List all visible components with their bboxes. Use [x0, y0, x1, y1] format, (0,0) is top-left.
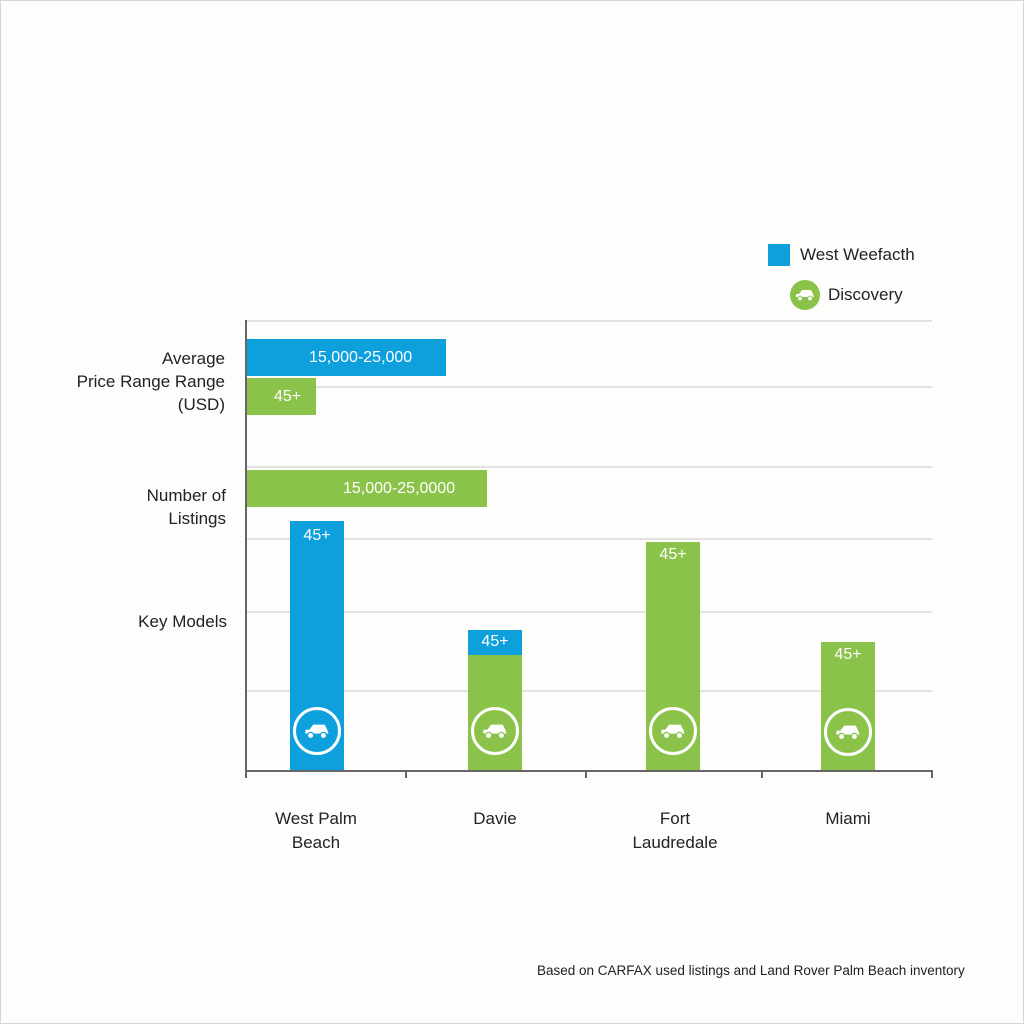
- legend-label: West Weefacth: [800, 245, 915, 264]
- bar-value-label: 45+: [659, 546, 687, 563]
- car-icon: [293, 707, 341, 755]
- gridline: [247, 611, 932, 613]
- legend-item-discovery: Discovery: [790, 280, 903, 310]
- bar-value-label: 45+: [303, 527, 331, 544]
- vbar-miami: 45+: [821, 642, 875, 770]
- row-label-key-models: Key Models: [27, 610, 227, 633]
- x-label-line: Fort: [659, 809, 691, 828]
- x-axis: [245, 770, 933, 772]
- x-label-west-palm-beach: West Palm Beach: [236, 807, 396, 855]
- legend-label: Discovery: [828, 285, 903, 304]
- row-label-listings: Number of Listings: [26, 484, 226, 530]
- vbar-west-palm-beach: 45+: [290, 521, 344, 770]
- bar-value-label: 15,000-25,0000: [343, 479, 456, 497]
- x-tick: [245, 770, 247, 778]
- bar-value-label: 15,000-25,000: [309, 348, 413, 366]
- x-tick: [585, 770, 587, 778]
- car-icon: [824, 708, 872, 756]
- hbar-price-green: 45+: [247, 378, 316, 415]
- legend-item-west: West Weefacth: [768, 244, 915, 266]
- x-tick: [761, 770, 763, 778]
- car-icon: [471, 707, 519, 755]
- hbar-price-blue: 15,000-25,000: [247, 339, 446, 376]
- vbar-davie: 45+: [468, 630, 522, 770]
- x-label-fort-laudredale: Fort Laudredale: [595, 807, 755, 855]
- row-label-line: Listings: [168, 509, 226, 528]
- bar-value-label: 45+: [274, 387, 302, 405]
- x-tick: [931, 770, 933, 778]
- gridline: [247, 320, 932, 322]
- legend-swatch-blue: [768, 244, 790, 266]
- gridline: [247, 386, 932, 388]
- row-label-line: Average: [161, 349, 225, 368]
- gridline: [247, 466, 932, 468]
- row-label-line: (USD): [177, 395, 225, 414]
- x-label-miami: Miami: [768, 807, 928, 831]
- x-label-davie: Davie: [415, 807, 575, 831]
- y-axis: [245, 320, 247, 772]
- bar-value-label: 45+: [834, 646, 862, 663]
- car-icon: [790, 280, 820, 310]
- row-label-price: Average Price Range Range (USD): [25, 347, 225, 416]
- x-label-line: Davie: [473, 809, 517, 828]
- x-label-line: Laudredale: [632, 833, 718, 852]
- row-label-line: Price Range Range: [76, 372, 225, 391]
- x-tick: [405, 770, 407, 778]
- x-label-line: Miami: [825, 809, 871, 828]
- vbar-fort-laudredale: 45+: [646, 542, 700, 770]
- x-label-line: Beach: [291, 833, 341, 852]
- gridline: [247, 538, 932, 540]
- car-icon: [649, 707, 697, 755]
- source-footnote: Based on CARFAX used listings and Land R…: [537, 963, 965, 978]
- hbar-listings-green: 15,000-25,0000: [247, 470, 487, 507]
- gridline: [247, 690, 932, 692]
- row-label-line: Number of: [146, 486, 226, 505]
- vbar-davie-top-segment: [468, 630, 522, 655]
- x-label-line: West Palm: [275, 809, 357, 828]
- bar-value-label: 45+: [481, 633, 509, 650]
- row-label-line: Key Models: [138, 612, 227, 631]
